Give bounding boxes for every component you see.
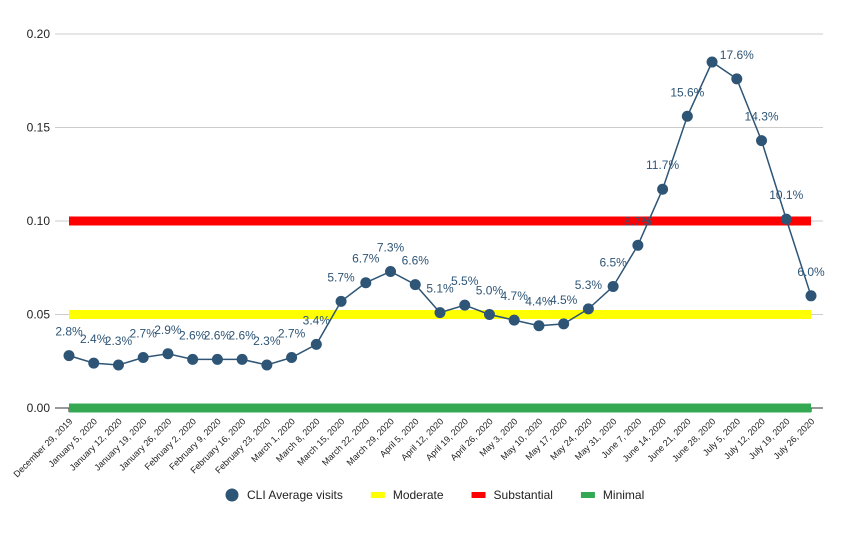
point [261,359,273,371]
point [558,318,570,330]
point [459,299,471,311]
point [681,110,693,122]
point [780,213,792,225]
y-tick-label: 0.10 [27,214,51,228]
data-label: 6.6% [402,254,430,268]
legend-marker [370,492,385,498]
point [310,338,322,350]
data-label: 5.1% [426,282,454,296]
data-label: 2.7% [278,327,306,341]
point [335,295,347,307]
data-label: 6.7% [352,252,380,266]
point [706,56,718,68]
y-tick-label: 0.15 [27,121,51,135]
data-label: 5.5% [451,274,479,288]
legend-marker [580,492,595,498]
data-label: 2.3% [105,334,133,348]
point [360,277,372,289]
point [137,352,149,364]
data-label: 2.6% [204,328,232,342]
data-label: 10.1% [769,188,803,202]
legend-label: CLI Average visits [247,488,343,502]
legend-label: Substantial [494,488,553,502]
data-label: 2.6% [228,328,256,342]
point [533,320,545,332]
data-label: 2.4% [80,332,108,346]
point [385,265,397,277]
line [68,60,812,366]
point [286,352,298,364]
data-label: 4.5% [550,293,578,307]
data-label: 2.7% [130,327,158,341]
data-label: 15.6% [670,85,704,99]
data-label: 4.4% [525,295,553,309]
data-label: 2.9% [154,323,182,337]
legend-label: Minimal [603,488,644,502]
legend-label: Moderate [393,488,444,502]
data-label: 2.8% [55,325,83,339]
data-label: 5.3% [575,278,603,292]
y-tick-label: 0.20 [27,27,51,41]
point [409,279,421,291]
point [805,290,817,302]
y-tick-label: 0.05 [27,308,51,322]
point [88,357,100,369]
data-label: 2.3% [253,334,281,348]
data-label: 6.0% [797,265,825,279]
data-label: 4.7% [501,289,529,303]
data-label: 2.6% [179,328,207,342]
point [632,239,644,251]
data-label: 8.7% [624,214,652,228]
point [434,307,446,319]
point [582,303,594,315]
point [211,353,223,365]
point [162,348,174,360]
point [607,280,619,292]
data-label: 17.6% [720,48,754,62]
legend-marker [225,488,239,502]
point [63,350,75,362]
legend-marker [471,492,486,498]
point [731,73,743,85]
data-label: 5.7% [327,270,355,284]
data-label: 5.0% [476,284,504,298]
data-label: 11.7% [646,158,679,172]
point [483,309,495,320]
point [236,353,248,365]
point [508,314,520,326]
y-tick-label: 0.00 [27,401,51,415]
data-label: 7.3% [377,240,405,254]
point [657,183,669,195]
point [756,135,768,147]
data-label: 14.3% [745,110,779,124]
data-label: 6.5% [599,255,627,269]
point [112,359,124,371]
point [187,353,199,365]
data-label: 3.4% [303,313,331,327]
